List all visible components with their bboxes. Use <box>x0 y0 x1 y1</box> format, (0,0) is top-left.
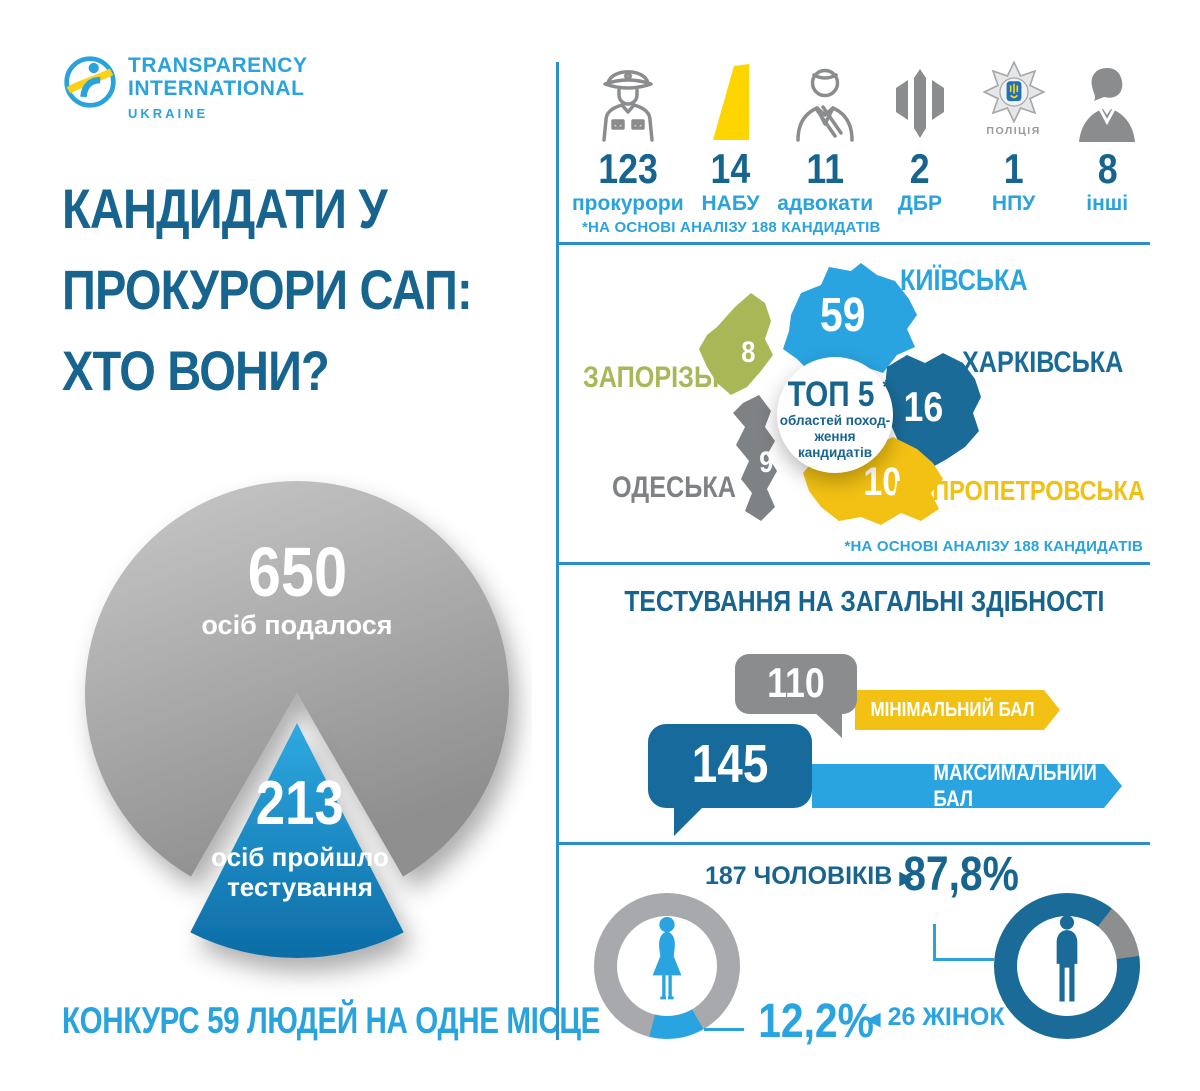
nabu-logo-icon <box>684 54 778 142</box>
profession-item-npu: ПОЛІЦІЯ 1 НПУ <box>967 54 1061 216</box>
profession-item-dbr: 2 ДБР <box>873 54 967 216</box>
map-center-subtitle-1: областей поход- <box>779 412 891 428</box>
title-line-3: ХТО ВОНИ? <box>62 339 330 402</box>
man-silhouette-icon <box>1049 915 1085 1014</box>
logo-line-1: TRANSPARENCY <box>128 54 308 77</box>
page-title: КАНДИДАТИ У ПРОКУРОРИ САП: ХТО ВОНИ? <box>62 168 550 411</box>
profession-value: 2 <box>910 145 930 192</box>
profession-label: НАБУ <box>701 192 760 215</box>
applied-label: осіб подалося <box>201 610 393 640</box>
profession-label: прокурори <box>572 192 684 215</box>
min-score-bubble: 110 <box>735 654 857 714</box>
region-label-odeska: ОДЕСЬКА <box>612 471 736 504</box>
passed-value: 213 <box>256 769 344 838</box>
profession-item-nabu: 14 НАБУ <box>684 54 778 216</box>
max-score-bubble: 145 <box>648 724 812 808</box>
max-bubble-tail <box>674 806 704 836</box>
map-center-title: ТОП 5 <box>788 374 875 414</box>
title-line-1: КАНДИДАТИ У <box>62 177 388 240</box>
logo-line-3: UKRAINE <box>128 106 209 121</box>
region-value-kyivska: 59 <box>820 289 866 342</box>
profession-item-prosecutors: 123 прокурори <box>572 54 684 216</box>
region-value-odeska: 9 <box>758 446 774 479</box>
min-score-label: МІНІМАЛЬНИЙ БАЛ <box>870 698 1035 721</box>
testing-title: ТЕСТУВАННЯ НА ЗАГАЛЬНІ ЗДІБНОСТІ <box>623 586 1104 618</box>
left-arrow-icon: ◀ <box>866 1009 881 1030</box>
applicants-pie-chart <box>62 468 532 1053</box>
region-kyivska <box>783 263 917 379</box>
region-value-kharkivska: 16 <box>903 383 943 430</box>
section-divider-1 <box>557 242 1150 245</box>
map-center-subtitle-2: ження кандидатів <box>797 428 873 460</box>
map-footnote: *НА ОСНОВІ АНАЛІЗУ 188 КАНДИДАТІВ <box>844 538 1143 555</box>
passed-label-line-1: осіб пройшло <box>211 842 389 872</box>
right-arrow-icon: ▶ <box>899 868 914 889</box>
profession-value: 11 <box>806 145 845 192</box>
pie-slice-applied <box>85 481 509 877</box>
map-center-circle: ТОП 5 * областей поход- ження кандидатів <box>777 357 893 473</box>
npu-badge-text: ПОЛІЦІЯ <box>986 124 1041 137</box>
region-kharkivska <box>879 353 981 469</box>
min-bubble-tail <box>812 710 842 738</box>
region-value-zaporizka: 8 <box>740 336 756 369</box>
profession-value: 14 <box>710 145 751 192</box>
max-score-label: МАКСИМАЛЬНИЙ БАЛ <box>933 760 1097 811</box>
region-odeska <box>733 395 777 521</box>
section-divider-3 <box>557 842 1150 845</box>
applied-value: 650 <box>247 533 347 611</box>
woman-icon <box>1060 54 1154 142</box>
profession-label: НПУ <box>991 192 1036 215</box>
men-connector-vertical <box>933 924 936 960</box>
men-percentage: 87,8% <box>903 848 1019 901</box>
prosecutor-icon <box>572 54 684 142</box>
competition-note: КОНКУРС 59 ЛЮДЕЙ НА ОДНЕ МІСЦЕ <box>62 1000 600 1041</box>
min-score-banner: МІНІМАЛЬНИЙ БАЛ <box>855 690 1060 730</box>
professions-row: 123 прокурори 14 НАБУ 11 адвокати <box>572 54 1154 216</box>
ti-ukraine-logo: TRANSPARENCY INTERNATIONAL UKRAINE <box>62 54 307 125</box>
profession-item-lawyers: 11 адвокати <box>777 54 873 216</box>
region-label-kyivska: КИЇВСЬКА <box>900 264 1028 297</box>
map-center-asterisk: * <box>882 377 890 398</box>
vertical-divider <box>556 62 559 1040</box>
region-label-zaporizka: ЗАПОРІЗЬКА <box>583 361 746 394</box>
profession-value: 1 <box>1003 145 1024 192</box>
logo-line-2: INTERNATIONAL <box>128 77 305 100</box>
section-divider-2 <box>557 562 1150 565</box>
region-label-dnipropetrovska: ДНІПРОПЕТРОВСЬКА <box>892 475 1145 506</box>
women-connector-horizontal <box>704 1028 744 1031</box>
title-line-2: ПРОКУРОРИ САП: <box>62 258 473 321</box>
women-percentage: 12,2% <box>758 995 874 1048</box>
region-value-dnipropetrovska: 10 <box>863 460 901 504</box>
professions-footnote: *НА ОСНОВІ АНАЛІЗУ 188 КАНДИДАТІВ <box>582 219 881 236</box>
region-zaporizka <box>699 293 773 395</box>
dbr-logo-icon <box>873 54 967 142</box>
profession-label: інші <box>1086 192 1129 215</box>
men-count-label: 187 ЧОЛОВІКІВ ▶ <box>705 862 914 890</box>
pie-slice-passed <box>190 723 404 959</box>
women-count-label: ◀ 26 ЖІНОК <box>866 1003 1005 1031</box>
passed-label-line-2: тестування <box>227 872 373 902</box>
lawyer-icon <box>777 54 873 142</box>
profession-item-other: 8 інші <box>1060 54 1154 216</box>
npu-badge-icon: ПОЛІЦІЯ <box>967 54 1061 142</box>
region-label-kharkivska: ХАРКІВСЬКА <box>962 346 1124 379</box>
profession-value: 123 <box>598 145 658 192</box>
profession-value: 8 <box>1097 145 1118 192</box>
men-connector-horizontal <box>933 958 994 961</box>
max-score-banner: МАКСИМАЛЬНИЙ БАЛ <box>812 764 1122 808</box>
woman-silhouette-icon <box>646 916 688 1013</box>
profession-label: ДБР <box>897 192 942 215</box>
ti-globe-icon <box>62 54 118 115</box>
profession-label: адвокати <box>777 192 874 215</box>
